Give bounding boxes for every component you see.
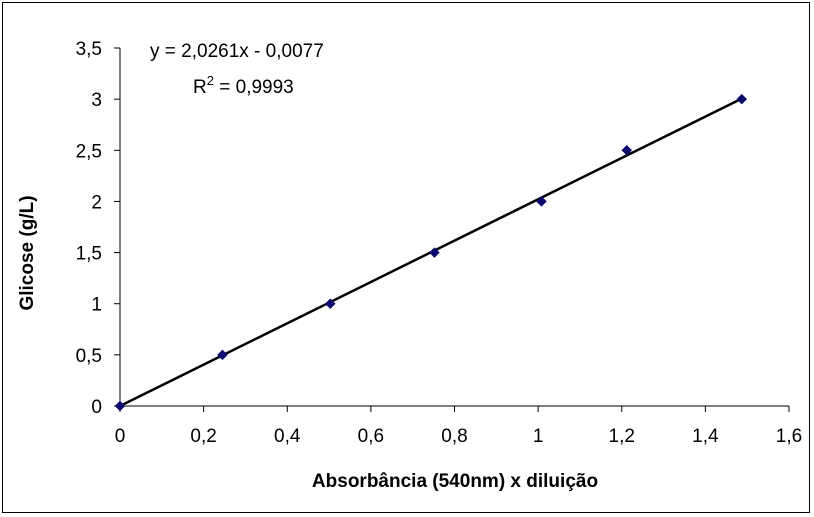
x-tick-label: 0,6 <box>358 426 384 447</box>
data-point <box>736 93 748 105</box>
y-tick-label: 0,5 <box>76 346 102 367</box>
r-squared-superscript: 2 <box>207 73 214 88</box>
y-tick-label: 3 <box>91 90 102 111</box>
r-squared-label: R2 = 0,9993 <box>193 73 294 98</box>
data-point <box>324 298 336 310</box>
trendline-equation: y = 2,0261x - 0,0077 <box>150 41 324 62</box>
y-ticks: 0 0,5 1 1,5 2 2,5 3 3,5 <box>76 39 120 418</box>
y-tick-label: 3,5 <box>76 39 102 60</box>
y-tick-label: 1,5 <box>76 244 102 265</box>
data-points <box>114 93 748 412</box>
x-tick-label: 0,2 <box>190 426 216 447</box>
x-tick-label: 0,4 <box>274 426 301 447</box>
y-axis-title: Glicose (g/L) <box>17 195 38 310</box>
y-tick-label: 1 <box>91 295 102 316</box>
x-tick-label: 0 <box>115 426 126 447</box>
x-tick-label: 1 <box>533 426 544 447</box>
data-point <box>217 349 228 361</box>
x-tick-label: 1,6 <box>776 426 802 447</box>
x-axis-title: Absorbância (540nm) x diluição <box>312 471 598 492</box>
x-tick-label: 1,4 <box>692 426 719 447</box>
data-point <box>621 144 633 156</box>
y-tick-label: 0 <box>91 397 102 418</box>
data-point <box>536 196 547 207</box>
r-squared-value: = 0,9993 <box>214 77 294 98</box>
x-ticks: 0 0,2 0,4 0,6 0,8 1 1,2 1,4 1,6 <box>115 406 802 447</box>
r-squared-prefix: R <box>193 77 207 98</box>
y-tick-label: 2 <box>91 192 102 213</box>
data-point <box>114 400 126 412</box>
data-point <box>429 247 440 258</box>
x-tick-label: 0,8 <box>441 426 467 447</box>
x-tick-label: 1,2 <box>609 426 635 447</box>
y-tick-label: 2,5 <box>76 141 102 162</box>
